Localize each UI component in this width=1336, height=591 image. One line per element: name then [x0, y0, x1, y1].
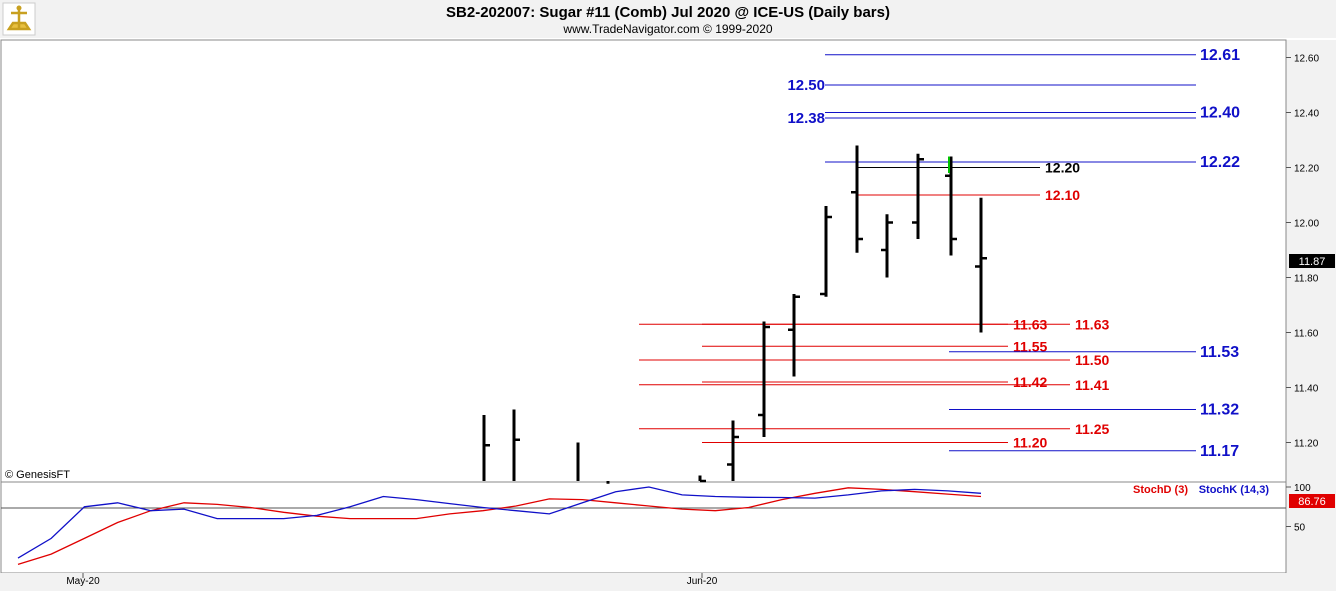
- indicator-tick-label: 50: [1294, 523, 1306, 534]
- level-label: 11.42: [1013, 374, 1047, 390]
- indicator-axis-ticks: 50 100: [1286, 483, 1311, 534]
- price-tick-label: 11.60: [1294, 329, 1319, 340]
- chart-title: SB2-202007: Sugar #11 (Comb) Jul 2020 @ …: [446, 4, 890, 21]
- last-price-box: [1289, 254, 1335, 268]
- last-price-label: 11.87: [1299, 256, 1326, 268]
- level-label: 11.63: [1075, 316, 1109, 332]
- ohlc-bar: [482, 415, 490, 481]
- ohlc-bar: [881, 214, 893, 278]
- trade-navigator-logo-icon: [2, 2, 36, 36]
- price-levels: 12.61 12.50 12.40 12.38 12.22 12.20 12.10 11.63…: [639, 47, 1240, 460]
- ohlc-bar: [851, 145, 863, 253]
- price-axis-ticks: 11.20 11.40 11.60 11.80 12.00 12.20 12.40 12.60: [1286, 54, 1319, 450]
- level-label: 12.61: [1200, 47, 1240, 64]
- level-label: 12.50: [787, 77, 825, 94]
- price-tick-label: 11.80: [1294, 274, 1319, 285]
- level-label: 12.20: [1045, 160, 1080, 176]
- price-tick-label: 12.40: [1294, 109, 1319, 120]
- ohlc-bar: [698, 475, 706, 483]
- indicator-tick-label: 100: [1294, 483, 1311, 494]
- level-label: 11.41: [1075, 377, 1109, 393]
- price-tick-label: 11.20: [1294, 439, 1319, 450]
- ohlc-bar: [758, 321, 770, 437]
- price-tick-label: 11.40: [1294, 384, 1319, 395]
- header-bar: [0, 0, 1336, 38]
- ohlc-bar: [512, 409, 520, 481]
- legend-stochk: StochK (14,3): [1199, 484, 1270, 496]
- price-tick-label: 12.20: [1294, 164, 1319, 175]
- indicator-panel: [0, 481, 1287, 574]
- price-panel: [0, 39, 1287, 483]
- time-axis-ticks: May-20 Jun-20: [66, 573, 718, 587]
- chart-subtitle: www.TradeNavigator.com © 1999-2020: [562, 22, 772, 36]
- level-label: 11.53: [1200, 344, 1239, 361]
- level-label: 11.17: [1200, 443, 1239, 460]
- level-label: 11.55: [1013, 338, 1047, 354]
- stoch-series-line: [17, 487, 982, 566]
- time-tick-label: May-20: [66, 576, 100, 587]
- stoch-series-line: [17, 486, 982, 559]
- ohlc-bar: [727, 420, 739, 481]
- price-tick-label: 12.00: [1294, 219, 1319, 230]
- ohlc-bars: [482, 145, 987, 484]
- level-label: 11.32: [1200, 402, 1239, 419]
- time-tick-label: Jun-20: [687, 576, 718, 587]
- level-label: 12.10: [1045, 187, 1080, 203]
- watermark: © GenesisFT: [5, 469, 70, 481]
- indicator-last-label: 86.76: [1298, 496, 1326, 508]
- level-label: 12.38: [787, 110, 825, 127]
- time-axis: [0, 573, 1336, 591]
- ohlc-bar: [945, 156, 957, 256]
- ohlc-bar: [820, 206, 832, 297]
- level-label: 11.25: [1075, 421, 1109, 437]
- ohlc-bar: [975, 197, 987, 333]
- level-label: 12.40: [1200, 105, 1240, 122]
- level-label: 11.50: [1075, 352, 1109, 368]
- level-label: 12.22: [1200, 154, 1240, 171]
- legend-stochd: StochD (3): [1133, 484, 1188, 496]
- level-label: 11.20: [1013, 435, 1047, 451]
- ohlc-bar: [788, 294, 800, 377]
- ohlc-bar: [912, 153, 924, 239]
- stochastic-lines: [1, 486, 1286, 566]
- price-tick-label: 12.60: [1294, 54, 1319, 65]
- indicator-last-box: [1289, 494, 1335, 508]
